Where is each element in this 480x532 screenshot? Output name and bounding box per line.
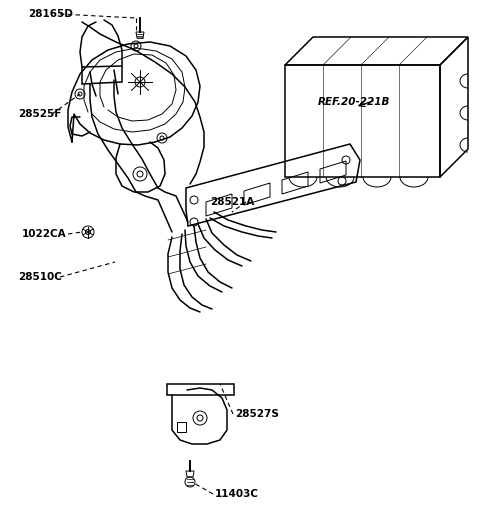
Text: 28521A: 28521A <box>210 197 254 207</box>
Text: 11403C: 11403C <box>215 489 259 499</box>
Text: REF.20-221B: REF.20-221B <box>318 97 390 107</box>
Text: 28527S: 28527S <box>235 409 279 419</box>
Text: 28165D: 28165D <box>28 9 73 19</box>
Text: 28510C: 28510C <box>18 272 62 282</box>
Text: 1022CA: 1022CA <box>22 229 67 239</box>
Text: 28525F: 28525F <box>18 109 61 119</box>
